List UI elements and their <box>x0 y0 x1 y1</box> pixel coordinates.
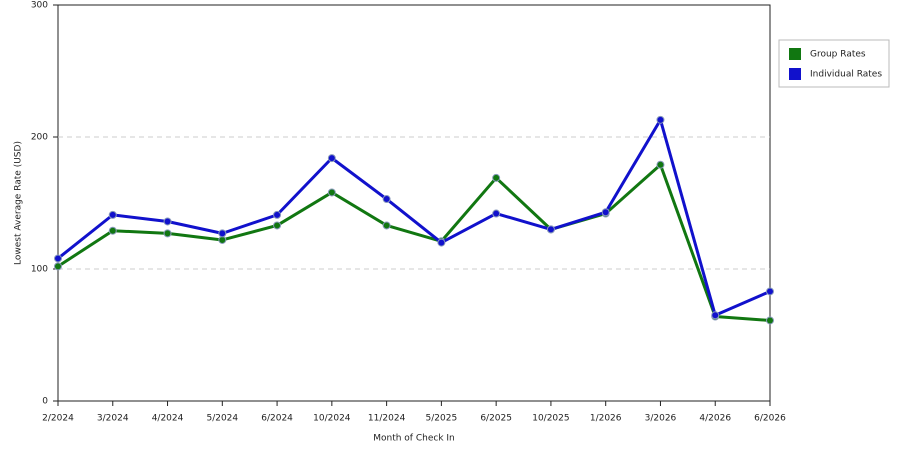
data-point <box>54 262 62 271</box>
x-tick-label: 4/2026 <box>699 414 731 424</box>
data-point <box>492 173 501 182</box>
x-tick-label: 6/2026 <box>754 414 786 424</box>
legend-label: Individual Rates <box>810 70 882 80</box>
data-point <box>327 188 336 197</box>
x-tick-label: 3/2024 <box>97 414 129 424</box>
data-point <box>108 226 117 235</box>
x-tick-label: 5/2025 <box>426 414 458 424</box>
x-axis-label: Month of Check In <box>373 434 455 444</box>
x-tick-label: 6/2025 <box>480 414 512 424</box>
x-tick-label: 2/2024 <box>42 414 74 424</box>
data-point <box>163 217 172 226</box>
data-point <box>656 115 665 124</box>
legend-swatch <box>789 48 801 60</box>
data-point <box>218 229 227 238</box>
data-point <box>766 316 774 325</box>
data-point <box>54 254 62 263</box>
y-tick-label: 200 <box>31 133 48 143</box>
data-point <box>766 287 774 296</box>
data-point <box>601 208 610 217</box>
data-point <box>218 235 227 244</box>
data-point <box>382 221 391 230</box>
data-point <box>327 154 336 163</box>
data-point <box>163 229 172 238</box>
x-tick-label: 11/2024 <box>368 414 406 424</box>
x-tick-label: 3/2026 <box>645 414 677 424</box>
data-point <box>382 195 391 204</box>
x-tick-label: 6/2024 <box>261 414 293 424</box>
legend-label: Group Rates <box>810 50 866 60</box>
y-tick-label: 0 <box>42 397 48 407</box>
data-point <box>546 225 555 234</box>
y-tick-label: 100 <box>31 265 48 275</box>
series-line <box>57 163 771 322</box>
data-point <box>108 210 117 219</box>
data-point <box>492 209 501 218</box>
data-point <box>656 160 665 169</box>
x-tick-label: 10/2025 <box>532 414 569 424</box>
x-tick-label: 1/2026 <box>590 414 622 424</box>
legend-swatch <box>789 68 801 80</box>
data-point <box>711 311 720 320</box>
y-tick-label: 300 <box>31 1 48 11</box>
x-tick-label: 4/2024 <box>152 414 184 424</box>
y-axis-label: Lowest Average Rate (USD) <box>14 141 24 265</box>
data-point <box>437 238 446 247</box>
x-tick-label: 5/2024 <box>206 414 238 424</box>
x-tick-label: 10/2024 <box>313 414 351 424</box>
data-point <box>273 221 282 230</box>
series-line <box>57 118 771 317</box>
plot-frame <box>57 4 771 402</box>
data-point <box>273 210 282 219</box>
